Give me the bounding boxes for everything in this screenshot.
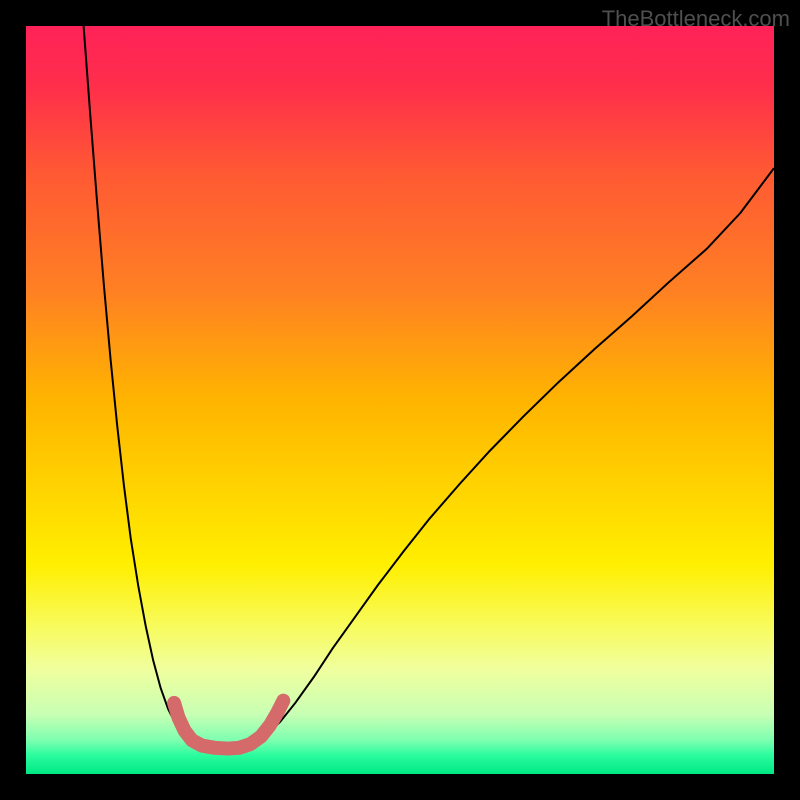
chart-canvas: TheBottleneck.com <box>0 0 800 800</box>
gradient-background <box>26 26 774 774</box>
watermark-text: TheBottleneck.com <box>602 6 790 32</box>
bottleneck-chart-svg <box>0 0 800 800</box>
